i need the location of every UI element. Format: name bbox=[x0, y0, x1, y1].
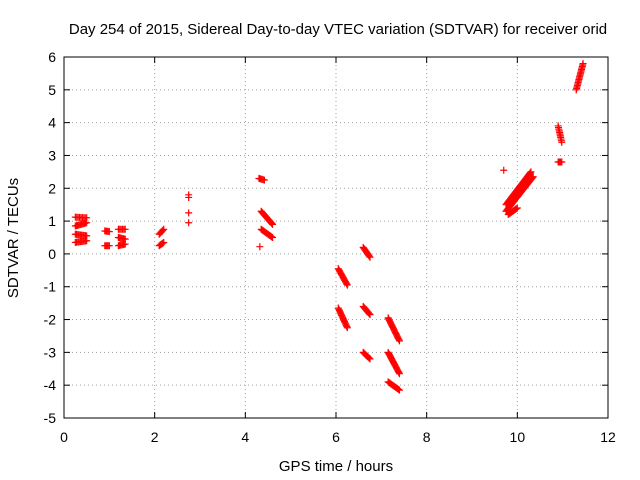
data-point-marker bbox=[160, 225, 168, 233]
y-tick-label: 1 bbox=[48, 213, 56, 229]
data-point-marker bbox=[105, 228, 113, 236]
data-point-marker bbox=[260, 176, 268, 184]
data-point-marker bbox=[83, 237, 91, 245]
data-point-marker bbox=[395, 337, 403, 345]
data-point-marker bbox=[500, 166, 508, 174]
data-point-marker bbox=[365, 252, 373, 260]
data-point-marker bbox=[268, 219, 276, 227]
data-point-marker bbox=[529, 173, 537, 181]
data-point-marker bbox=[268, 233, 276, 241]
y-tick-label: 0 bbox=[48, 246, 56, 262]
x-tick-label: 10 bbox=[510, 429, 526, 445]
data-point-marker bbox=[343, 280, 351, 288]
data-point-marker bbox=[528, 174, 536, 182]
y-tick-label: 5 bbox=[48, 82, 56, 98]
data-point-marker bbox=[343, 281, 351, 289]
data-point-marker bbox=[366, 253, 374, 261]
data-point-marker bbox=[526, 169, 534, 177]
data-point-marker bbox=[558, 158, 566, 166]
data-point-marker bbox=[343, 324, 351, 332]
x-axis-label: GPS time / hours bbox=[279, 458, 393, 475]
data-point-marker bbox=[558, 138, 566, 146]
data-point-marker bbox=[366, 311, 374, 319]
data-point-marker bbox=[121, 240, 129, 248]
data-point-marker bbox=[269, 234, 277, 241]
x-tick-label: 0 bbox=[60, 429, 68, 445]
data-point-marker bbox=[512, 205, 520, 213]
y-tick-label: -2 bbox=[44, 312, 57, 328]
data-point-marker bbox=[513, 204, 521, 212]
data-point-marker bbox=[269, 220, 277, 228]
x-tick-label: 12 bbox=[600, 429, 616, 445]
x-tick-label: 4 bbox=[241, 429, 249, 445]
data-point-marker bbox=[579, 60, 587, 68]
y-axis-label: SDTVAR / TECUs bbox=[5, 178, 22, 298]
y-tick-label: -3 bbox=[44, 344, 57, 360]
data-point-marker bbox=[256, 243, 264, 251]
y-tick-label: -4 bbox=[44, 377, 57, 393]
data-points bbox=[71, 60, 587, 394]
y-tick-label: -5 bbox=[44, 410, 57, 426]
data-point-marker bbox=[365, 310, 373, 318]
chart-title: Day 254 of 2015, Sidereal Day-to-day VTE… bbox=[69, 21, 607, 38]
y-tick-label: 6 bbox=[48, 49, 56, 65]
data-point-marker bbox=[185, 209, 193, 217]
data-point-marker bbox=[366, 355, 374, 363]
x-tick-label: 8 bbox=[423, 429, 431, 445]
data-point-marker bbox=[121, 225, 129, 233]
data-point-marker bbox=[395, 385, 403, 393]
grid-lines bbox=[64, 57, 608, 418]
y-tick-label: -1 bbox=[44, 279, 57, 295]
data-point-marker bbox=[395, 370, 403, 378]
data-point-marker bbox=[527, 168, 535, 176]
data-point-marker bbox=[185, 219, 193, 227]
data-point-marker bbox=[364, 353, 372, 361]
x-tick-label: 6 bbox=[332, 429, 340, 445]
data-point-marker bbox=[159, 226, 167, 234]
data-point-marker bbox=[395, 386, 403, 394]
y-tick-label: 4 bbox=[48, 115, 56, 131]
data-point-marker bbox=[365, 354, 373, 362]
y-tick-label: 2 bbox=[48, 180, 56, 196]
x-tick-label: 2 bbox=[151, 429, 159, 445]
data-point-marker bbox=[105, 242, 113, 250]
y-tick-label: 3 bbox=[48, 147, 56, 163]
data-point-marker bbox=[185, 193, 193, 201]
data-point-marker bbox=[83, 219, 91, 227]
data-point-marker bbox=[159, 239, 167, 247]
data-point-marker bbox=[160, 238, 168, 246]
